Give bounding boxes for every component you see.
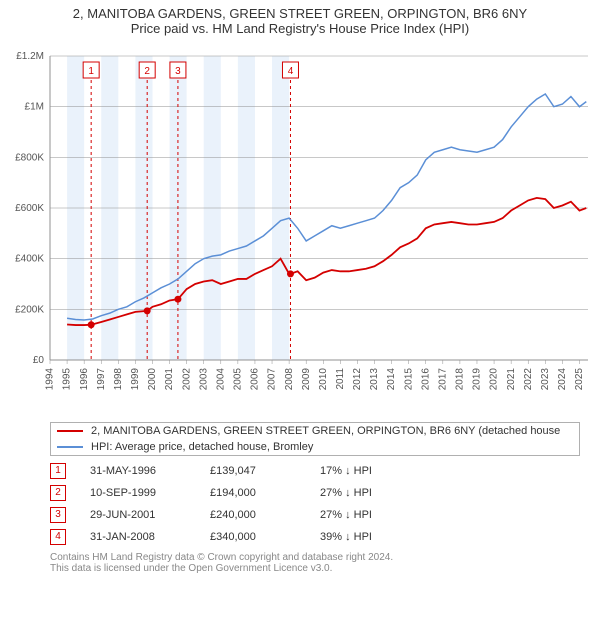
event-marker: 2 (50, 485, 66, 501)
event-comparison: 27% ↓ HPI (320, 509, 372, 521)
legend-label: 2, MANITOBA GARDENS, GREEN STREET GREEN,… (91, 425, 560, 437)
title-line-2: Price paid vs. HM Land Registry's House … (10, 21, 590, 36)
svg-text:2021: 2021 (506, 368, 517, 391)
svg-text:2009: 2009 (301, 368, 312, 391)
events-table: 1 31-MAY-1996£139,04717% ↓ HPI 2 10-SEP-199… (50, 460, 580, 548)
svg-text:2004: 2004 (215, 368, 226, 391)
legend-label: HPI: Average price, detached house, Brom… (91, 441, 313, 453)
event-price: £340,000 (210, 531, 320, 543)
svg-text:2007: 2007 (267, 368, 278, 391)
event-price: £240,000 (210, 509, 320, 521)
legend-swatch (57, 446, 83, 448)
event-row: 3 29-JUN-2001£240,00027% ↓ HPI (50, 504, 580, 526)
legend: 2, MANITOBA GARDENS, GREEN STREET GREEN,… (50, 422, 580, 456)
svg-text:1994: 1994 (45, 368, 56, 391)
svg-text:£400K: £400K (15, 254, 44, 265)
svg-text:2006: 2006 (250, 368, 261, 391)
svg-text:2019: 2019 (472, 368, 483, 391)
svg-text:1996: 1996 (79, 368, 90, 391)
svg-text:2008: 2008 (284, 368, 295, 391)
svg-text:2011: 2011 (335, 368, 346, 390)
svg-text:£1.2M: £1.2M (16, 51, 44, 62)
svg-text:2015: 2015 (403, 368, 414, 391)
event-marker: 1 (50, 463, 66, 479)
svg-text:£800K: £800K (15, 152, 44, 163)
event-comparison: 27% ↓ HPI (320, 487, 372, 499)
svg-text:2022: 2022 (523, 368, 534, 391)
svg-text:2013: 2013 (369, 368, 380, 391)
event-marker: 4 (50, 529, 66, 545)
event-price: £194,000 (210, 487, 320, 499)
event-marker: 3 (50, 507, 66, 523)
svg-text:2001: 2001 (164, 368, 175, 391)
svg-text:2014: 2014 (386, 368, 397, 391)
chart-svg: £0 £200K £400K £600K £800K £1M £1.2M 1994 1995 19… (0, 38, 600, 418)
svg-text:4: 4 (288, 66, 294, 77)
event-date: 31-MAY-1996 (90, 465, 210, 477)
svg-text:2020: 2020 (489, 368, 500, 391)
event-row: 2 10-SEP-1999£194,00027% ↓ HPI (50, 482, 580, 504)
svg-text:£1M: £1M (25, 102, 44, 113)
svg-text:2003: 2003 (198, 368, 209, 391)
footnote: Contains HM Land Registry data © Crown c… (50, 552, 580, 574)
event-row: 1 31-MAY-1996£139,04717% ↓ HPI (50, 460, 580, 482)
svg-text:2012: 2012 (352, 368, 363, 391)
svg-text:2016: 2016 (420, 368, 431, 391)
svg-text:£600K: £600K (15, 203, 44, 214)
svg-text:1999: 1999 (130, 368, 141, 391)
event-date: 31-JAN-2008 (90, 531, 210, 543)
legend-row: 2, MANITOBA GARDENS, GREEN STREET GREEN,… (51, 423, 579, 439)
legend-row: HPI: Average price, detached house, Brom… (51, 439, 579, 455)
svg-text:1: 1 (88, 66, 94, 77)
svg-text:2000: 2000 (147, 368, 158, 391)
svg-text:2: 2 (144, 66, 150, 77)
svg-text:2017: 2017 (437, 368, 448, 391)
svg-text:1995: 1995 (62, 368, 73, 391)
footnote-line-1: Contains HM Land Registry data © Crown c… (50, 552, 580, 563)
svg-text:£200K: £200K (15, 304, 44, 315)
svg-text:3: 3 (175, 66, 181, 77)
chart-area: £0 £200K £400K £600K £800K £1M £1.2M 1994 1995 19… (0, 38, 600, 418)
svg-text:2018: 2018 (455, 368, 466, 391)
footnote-line-2: This data is licensed under the Open Gov… (50, 563, 580, 574)
svg-text:2024: 2024 (557, 368, 568, 391)
svg-text:2025: 2025 (574, 368, 585, 391)
event-date: 10-SEP-1999 (90, 487, 210, 499)
figure-wrapper: 2, MANITOBA GARDENS, GREEN STREET GREEN,… (0, 0, 600, 574)
event-date: 29-JUN-2001 (90, 509, 210, 521)
title-line-1: 2, MANITOBA GARDENS, GREEN STREET GREEN,… (10, 6, 590, 21)
svg-text:£0: £0 (33, 355, 45, 366)
event-comparison: 17% ↓ HPI (320, 465, 372, 477)
title-block: 2, MANITOBA GARDENS, GREEN STREET GREEN,… (0, 0, 600, 38)
event-comparison: 39% ↓ HPI (320, 531, 372, 543)
svg-text:1997: 1997 (96, 368, 107, 391)
svg-text:2023: 2023 (540, 368, 551, 391)
svg-text:2005: 2005 (233, 368, 244, 391)
svg-text:2010: 2010 (318, 368, 329, 391)
svg-text:2002: 2002 (181, 368, 192, 391)
event-price: £139,047 (210, 465, 320, 477)
event-row: 4 31-JAN-2008£340,00039% ↓ HPI (50, 526, 580, 548)
legend-swatch (57, 430, 83, 432)
svg-text:1998: 1998 (113, 368, 124, 391)
